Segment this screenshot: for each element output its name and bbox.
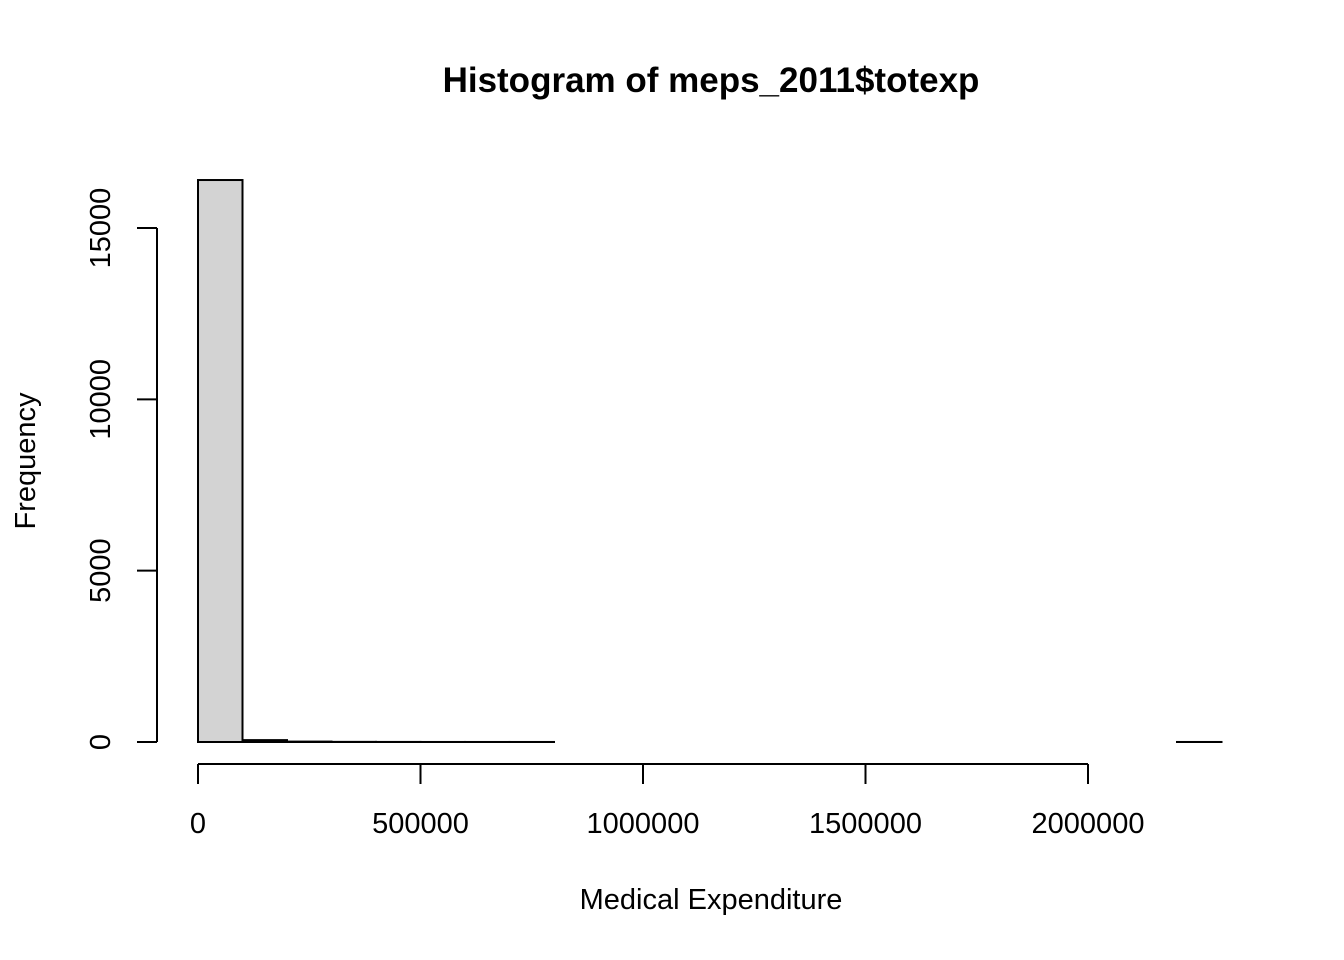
x-axis-label: Medical Expenditure (580, 884, 843, 916)
y-tick-label: 0 (85, 734, 117, 750)
x-axis: 0 500000 1000000 1500000 2000000 (190, 763, 1145, 840)
y-tick-label: 15000 (85, 188, 117, 269)
y-tick-label: 5000 (85, 538, 117, 603)
bars-group (197, 179, 1223, 744)
y-axis: 0 5000 10000 15000 (85, 188, 158, 750)
chart-title: Histogram of meps_2011$totexp (443, 61, 980, 100)
x-tick-label: 2000000 (1032, 808, 1145, 840)
x-tick-label: 1500000 (809, 808, 922, 840)
y-tick-label: 10000 (85, 359, 117, 440)
histogram-bar (197, 179, 244, 743)
y-axis-label: Frequency (10, 392, 42, 530)
x-tick-label: 1000000 (587, 808, 700, 840)
x-tick-label: 0 (190, 808, 206, 840)
histogram-bar (241, 739, 288, 744)
x-tick-label: 500000 (372, 808, 469, 840)
